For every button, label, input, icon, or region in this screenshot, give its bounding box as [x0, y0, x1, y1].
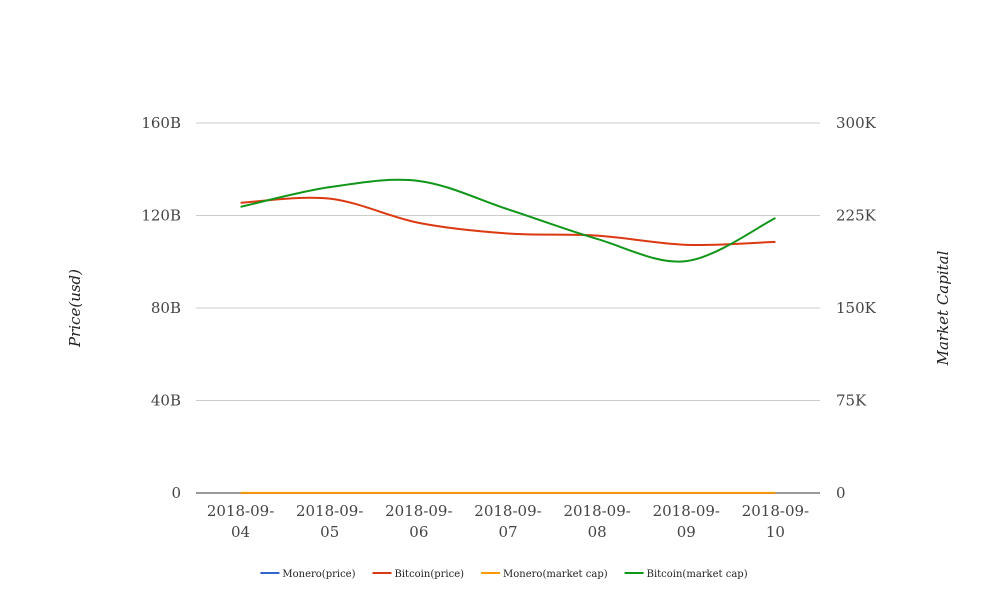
right-tick-label: 225K: [836, 207, 877, 225]
x-tick-label: 2018-09-09: [653, 502, 720, 541]
left-axis-title: Price(usd): [66, 269, 84, 348]
x-tick-label: 2018-09-08: [563, 502, 630, 541]
right-tick-label: 75K: [836, 392, 867, 410]
x-tick-label: 2018-09-10: [742, 502, 809, 541]
left-tick-label: 80B: [151, 299, 181, 317]
x-tick-label: 2018-09-07: [474, 502, 541, 541]
legend-label: Monero(price): [282, 569, 355, 580]
x-tick-label: 2018-09-06: [385, 502, 452, 541]
series-lines: [240, 178, 776, 495]
x-tick-label: 2018-09-04: [207, 502, 274, 541]
right-axis-ticks: 0 75K 150K 225K 300K: [836, 114, 877, 502]
left-tick-label: 120B: [141, 207, 181, 225]
right-tick-label: 0: [836, 484, 846, 502]
right-tick-label: 150K: [836, 299, 877, 317]
x-tick-label: 2018-09-05: [296, 502, 363, 541]
legend-label: Bitcoin(price): [395, 569, 465, 580]
legend-label: Monero(market cap): [503, 569, 608, 580]
right-tick-label: 300K: [836, 114, 877, 132]
series-line-1: [240, 196, 776, 247]
left-tick-label: 0: [171, 484, 181, 502]
left-axis-ticks: 0 40B 80B 120B 160B: [141, 114, 181, 502]
left-tick-label: 40B: [151, 392, 181, 410]
series-line-3: [240, 178, 776, 263]
legend: Monero(price) Bitcoin(price) Monero(market…: [260, 569, 748, 580]
right-axis-title: Market Capital: [934, 250, 952, 366]
left-tick-label: 160B: [141, 114, 181, 132]
legend-label: Bitcoin(market cap): [647, 569, 748, 580]
gridlines: [196, 122, 820, 401]
x-axis-ticks: 2018-09-04 2018-09-05 2018-09-06 2018-09-07…: [207, 502, 809, 541]
